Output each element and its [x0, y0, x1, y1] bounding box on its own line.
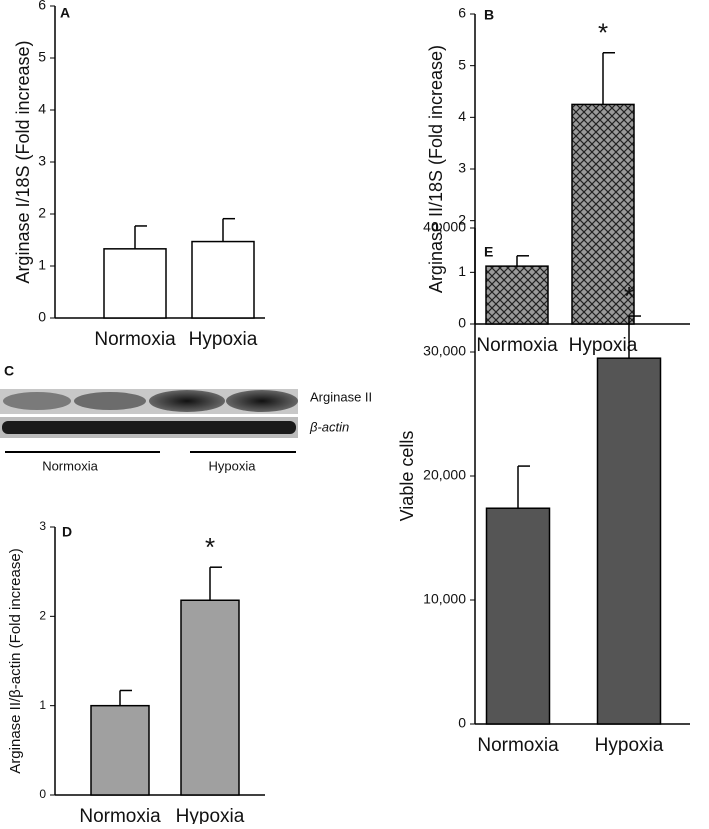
- y-tick-label: 4: [458, 108, 466, 124]
- blot-band: [74, 392, 146, 410]
- blot-band: [226, 390, 298, 412]
- x-tick-label: Normoxia: [476, 335, 558, 356]
- chart-panel: 0 1 2 3 4 5 6 Normoxia Hypoxia A Arginase I/18S (F…: [13, 0, 265, 350]
- y-tick-label: 1: [458, 263, 466, 279]
- y-tick-label: 10,000: [423, 591, 466, 607]
- bar: [90, 704, 150, 796]
- significance-marker: *: [598, 18, 608, 48]
- y-tick-label: 5: [458, 56, 466, 72]
- bar: [180, 599, 240, 796]
- x-tick-label: Normoxia: [79, 806, 161, 824]
- y-tick-label: 40,000: [423, 219, 466, 235]
- y-tick-label: 1: [38, 257, 46, 273]
- y-tick-label: 0: [458, 715, 466, 731]
- y-tick-label: 20,000: [423, 467, 466, 483]
- y-tick-label: 6: [38, 0, 46, 13]
- y-tick-label: 6: [458, 5, 466, 21]
- x-tick-label: Hypoxia: [189, 329, 258, 350]
- y-tick-label: 5: [38, 49, 46, 65]
- bar: [191, 240, 255, 319]
- y-tick-label: 3: [458, 160, 466, 176]
- x-tick-label: Hypoxia: [176, 806, 245, 824]
- group-label: Hypoxia: [209, 458, 257, 473]
- y-axis-label: Viable cells: [397, 431, 417, 522]
- chart-panel: 0 1 2 3 Normoxia Hypoxia * D Arginase II/β-actin…: [7, 519, 265, 827]
- significance-marker: *: [205, 532, 215, 562]
- panel-letter: C: [4, 363, 14, 379]
- panel-letter: D: [62, 524, 72, 540]
- panel-letter: B: [484, 7, 494, 23]
- significance-marker: *: [624, 281, 634, 311]
- blot-panel: C Arginase II β-actin Normoxia Hypoxia: [0, 363, 372, 473]
- group-label: Normoxia: [42, 458, 98, 473]
- x-tick-label: Hypoxia: [569, 335, 638, 356]
- x-tick-label: Hypoxia: [595, 735, 664, 756]
- band-label: Arginase II: [310, 389, 372, 404]
- panel-letter: E: [484, 244, 493, 260]
- y-tick-label: 0: [458, 315, 466, 331]
- y-axis-label: Arginase II/β-actin (Fold increase): [7, 548, 24, 773]
- blot-band: [149, 390, 225, 412]
- bar: [103, 248, 167, 319]
- y-tick-label: 2: [39, 609, 46, 623]
- y-tick-label: 4: [38, 101, 46, 117]
- bar: [485, 265, 549, 325]
- y-tick-label: 1: [39, 698, 46, 712]
- y-axis-label: Arginase I/18S (Fold increase): [13, 40, 33, 283]
- y-tick-label: 0: [38, 309, 46, 325]
- chart-panel: 0 10,000 20,000 30,000 40,000 Normoxia Hypoxia…: [397, 219, 690, 756]
- bar: [485, 507, 551, 725]
- y-tick-label: 2: [458, 211, 466, 227]
- y-tick-label: 0: [39, 787, 46, 801]
- bar: [596, 357, 662, 725]
- bar: [571, 103, 635, 325]
- y-tick-label: 2: [38, 205, 46, 221]
- y-tick-label: 30,000: [423, 343, 466, 359]
- blot-band: [3, 392, 71, 410]
- panel-letter: A: [60, 5, 70, 21]
- y-tick-label: 3: [39, 519, 46, 533]
- blot-band: [2, 421, 296, 434]
- x-tick-label: Normoxia: [477, 735, 559, 756]
- y-axis-label: Arginase II/18S (Fold increase): [426, 45, 446, 293]
- x-tick-label: Normoxia: [94, 329, 176, 350]
- chart-panel: 0 1 2 3 4 5 6 Normoxia Hypoxia * B Arginase II/18S …: [426, 5, 690, 356]
- y-tick-label: 3: [38, 153, 46, 169]
- band-label: β-actin: [309, 419, 349, 434]
